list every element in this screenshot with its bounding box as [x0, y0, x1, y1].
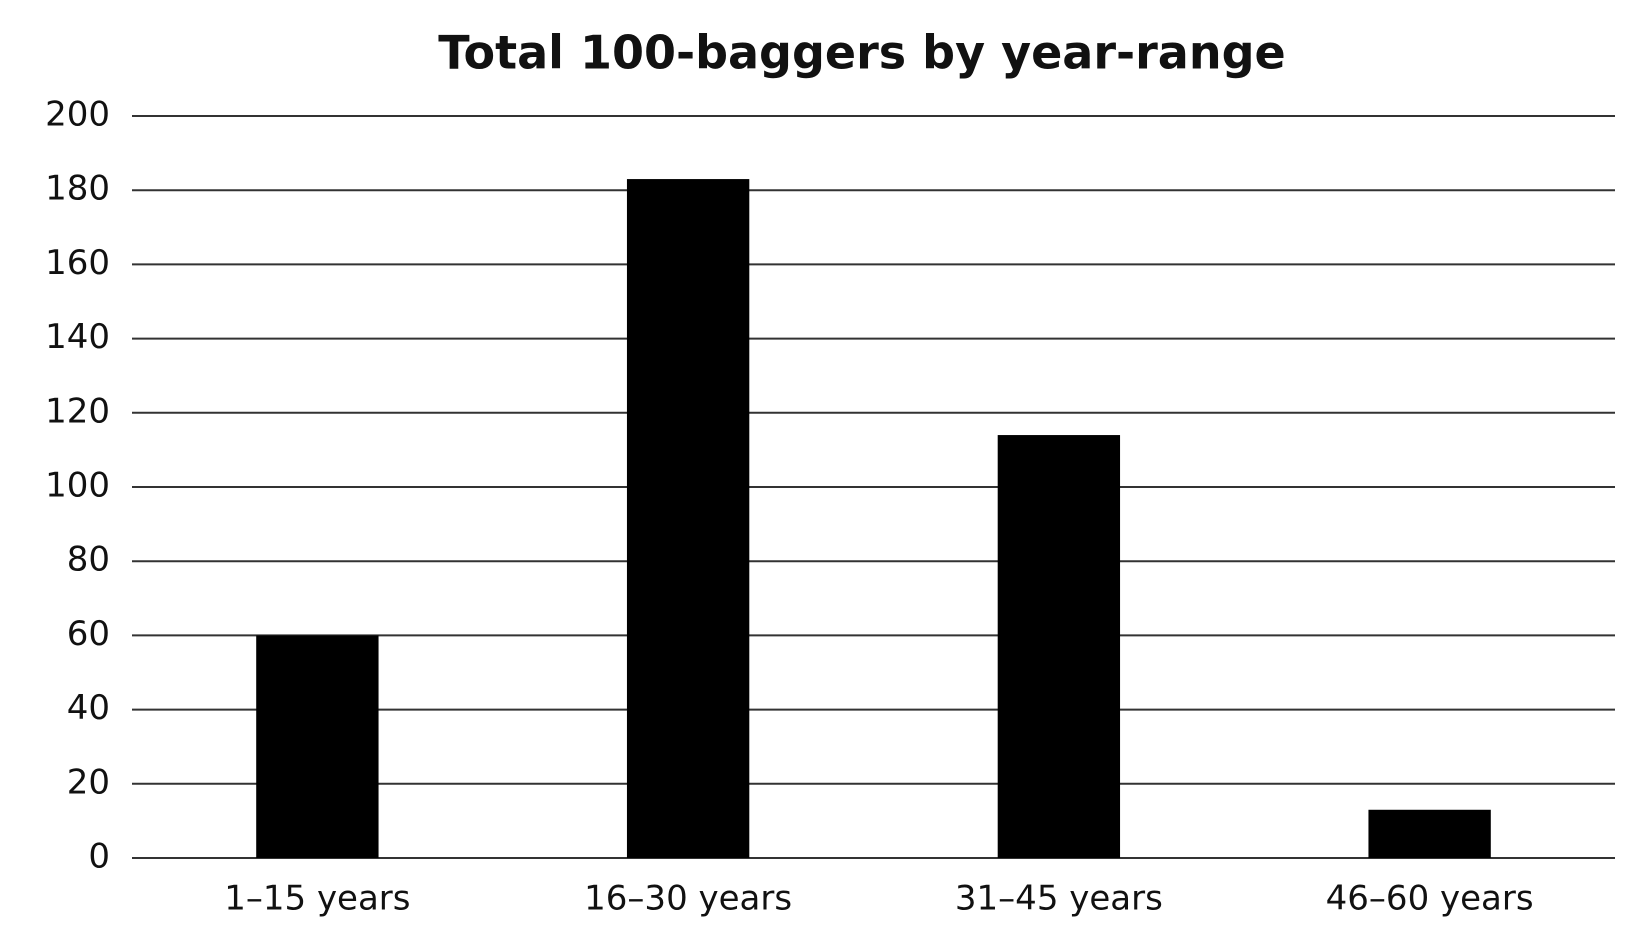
x-tick-label: 46–60 years: [1326, 879, 1534, 919]
y-tick-label: 140: [45, 317, 110, 357]
y-tick-label: 100: [45, 466, 110, 506]
x-tick-label: 1–15 years: [224, 879, 410, 919]
y-tick-label: 60: [67, 614, 110, 654]
y-tick-label: 180: [45, 169, 110, 209]
y-tick-label: 120: [45, 391, 110, 431]
bar: [256, 635, 379, 858]
y-tick-label: 160: [45, 243, 110, 283]
y-tick-label: 80: [67, 540, 110, 580]
bar: [626, 179, 750, 858]
y-tick-label: 0: [88, 837, 110, 877]
chart-title: Total 100-baggers by year-range: [438, 26, 1285, 80]
x-tick-label: 31–45 years: [955, 879, 1163, 919]
y-tick-label: 200: [45, 95, 110, 135]
y-tick-label: 20: [67, 762, 110, 802]
y-tick-label: 40: [67, 688, 110, 728]
bar: [997, 435, 1121, 858]
x-tick-label: 16–30 years: [584, 879, 792, 919]
bar: [1368, 809, 1491, 858]
